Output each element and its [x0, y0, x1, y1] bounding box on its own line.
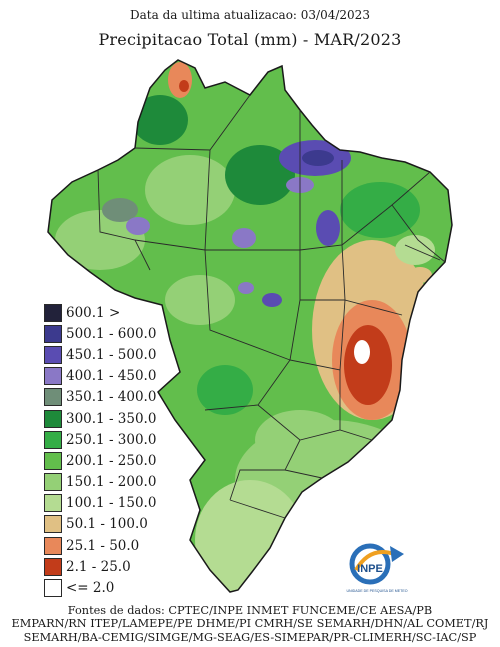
legend-item: 200.1 - 250.0 — [44, 450, 156, 471]
north-purple-spot — [124, 126, 136, 138]
legend-swatch — [44, 367, 62, 386]
legend-item: <= 2.0 — [44, 577, 156, 598]
legend-swatch — [44, 430, 62, 449]
sources-line: EMPARN/RN ITEP/LAMEPE/PE DHME/PI CMRH/SE… — [11, 617, 489, 631]
mt-purple-area-2 — [238, 282, 254, 294]
ms-dark-area — [197, 365, 253, 415]
legend-label: 200.1 - 250.0 — [66, 452, 157, 469]
ne-coast-light-area — [395, 235, 435, 265]
legend-swatch — [44, 515, 62, 534]
data-sources: Fontes de dados: CPTEC/INPE INMET FUNCEM… — [0, 604, 500, 644]
legend-item: 600.1 > — [44, 302, 156, 323]
legend-item: 50.1 - 100.0 — [44, 514, 156, 535]
legend-swatch — [44, 303, 62, 322]
legend-swatch — [44, 494, 62, 513]
legend-item: 400.1 - 450.0 — [44, 366, 156, 387]
legend-item: 300.1 - 350.0 — [44, 408, 156, 429]
legend-label: 25.1 - 50.0 — [66, 537, 140, 554]
legend-label: 50.1 - 100.0 — [66, 516, 148, 533]
last-update-label: Data da ultima atualizacao: 03/04/2023 — [130, 8, 370, 22]
legend-item: 2.1 - 25.0 — [44, 556, 156, 577]
north-dark-area — [132, 95, 188, 145]
legend-label: 2.1 - 25.0 — [66, 558, 131, 575]
logo-arrowhead-icon — [390, 546, 404, 562]
maranhao-deep-area — [302, 150, 334, 166]
legend-label: 300.1 - 350.0 — [66, 410, 157, 427]
legend-swatch — [44, 345, 62, 364]
sources-line: Fontes de dados: CPTEC/INPE INMET FUNCEM… — [67, 604, 433, 617]
legend-swatch — [44, 536, 62, 555]
inpe-logo: INPE UNIDADE DE PESQUISA DE METEO — [346, 543, 408, 593]
mt-purple-area — [262, 293, 282, 307]
map-title: Precipitacao Total (mm) - MAR/2023 — [98, 30, 402, 49]
logo-swirl-icon — [349, 543, 391, 585]
legend-swatch — [44, 473, 62, 492]
legend-label: 150.1 - 200.0 — [66, 474, 157, 491]
legend-label: 250.1 - 300.0 — [66, 431, 157, 448]
am-purple-area — [126, 217, 150, 235]
legend-item: 100.1 - 150.0 — [44, 493, 156, 514]
legend-swatch — [44, 324, 62, 343]
bahia-driest-area — [344, 325, 392, 405]
legend-swatch — [44, 388, 62, 407]
brazil-outline — [47, 59, 453, 593]
rs-light-area — [195, 480, 305, 592]
legend-swatch — [44, 409, 62, 428]
para-dark-area — [225, 145, 295, 205]
tocantins-purple-area — [316, 210, 340, 246]
legend-label: <= 2.0 — [66, 580, 115, 597]
mt-light-area — [165, 275, 235, 325]
roraima-dry-area — [168, 62, 192, 98]
legend-item: 450.1 - 500.0 — [44, 344, 156, 365]
legend-swatch — [44, 579, 62, 598]
ne-north-dark-area — [340, 182, 420, 238]
legend: 600.1 > 500.1 - 600.0 450.1 - 500.0 400.… — [44, 302, 156, 599]
legend-label: 400.1 - 450.0 — [66, 368, 157, 385]
legend-label: 100.1 - 150.0 — [66, 495, 157, 512]
legend-label: 450.1 - 500.0 — [66, 346, 157, 363]
roraima-driest-area — [179, 80, 189, 92]
legend-item: 250.1 - 300.0 — [44, 429, 156, 450]
legend-item: 25.1 - 50.0 — [44, 535, 156, 556]
legend-label: 350.1 - 400.0 — [66, 389, 157, 406]
legend-swatch — [44, 557, 62, 576]
central-north-light-area — [145, 155, 235, 225]
country-border — [47, 59, 453, 593]
legend-item: 150.1 - 200.0 — [44, 472, 156, 493]
logo-text: INPE — [357, 563, 383, 575]
central-purple-area — [232, 228, 256, 248]
legend-item: 350.1 - 400.0 — [44, 387, 156, 408]
legend-swatch — [44, 451, 62, 470]
logo-subtitle: UNIDADE DE PESQUISA DE METEO — [346, 589, 407, 593]
ne-coast-dry-area — [408, 267, 432, 283]
legend-label: 600.1 > — [66, 304, 121, 321]
sources-line: SEMARH/BA-CEMIG/SIMGE/MG-SEAG/ES-SIMEPAR… — [23, 630, 477, 644]
legend-label: 500.1 - 600.0 — [66, 325, 157, 342]
state-borders — [97, 94, 446, 519]
legend-item: 500.1 - 600.0 — [44, 323, 156, 344]
bahia-no-rain-spot — [354, 340, 370, 364]
west-light-area — [55, 210, 145, 270]
logo-arrow-icon — [354, 550, 395, 572]
west-grey-area — [102, 198, 138, 222]
